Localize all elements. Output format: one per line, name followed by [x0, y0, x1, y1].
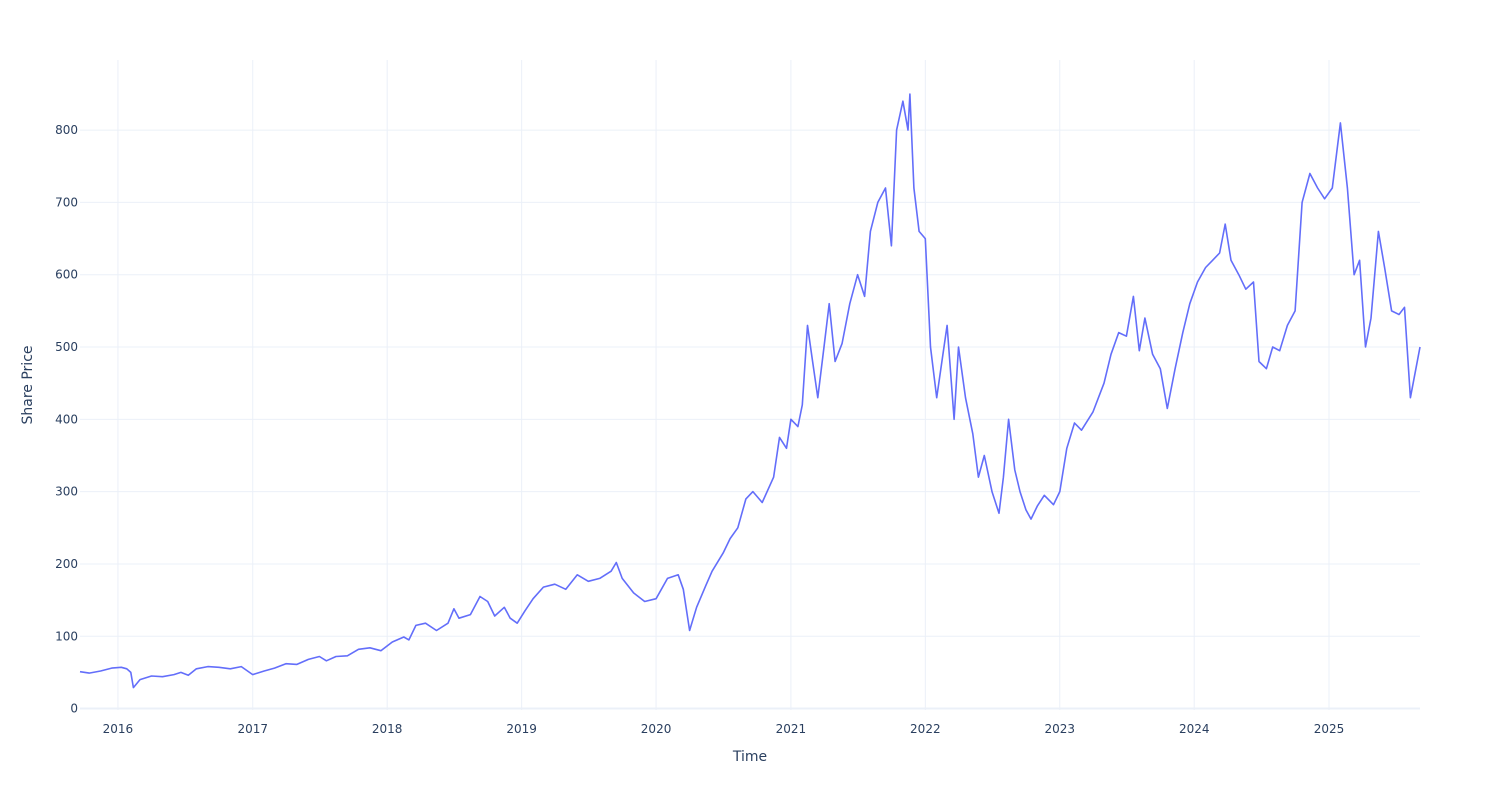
gridlines: [80, 60, 1420, 710]
x-tick-label: 2017: [237, 722, 268, 736]
y-tick-label: 100: [55, 629, 78, 643]
x-tick-label: 2025: [1314, 722, 1345, 736]
y-axis-ticks: 0 100 200 300 400 500 600 700 800: [55, 123, 78, 715]
price-line: [79, 93, 1421, 689]
y-tick-label: 300: [55, 485, 78, 499]
y-tick-label: 600: [55, 268, 78, 282]
x-tick-label: 2021: [776, 722, 807, 736]
y-tick-label: 500: [55, 340, 78, 354]
y-axis-title: Share Price: [20, 345, 36, 424]
x-axis-title: Time: [732, 749, 767, 765]
x-tick-label: 2019: [506, 722, 537, 736]
price-series: [79, 93, 1421, 689]
y-tick-label: 400: [55, 412, 78, 426]
y-tick-label: 700: [55, 195, 78, 209]
x-tick-label: 2023: [1044, 722, 1075, 736]
x-tick-label: 2022: [910, 722, 941, 736]
y-tick-label: 800: [55, 123, 78, 137]
x-axis-ticks: 2016 2017 2018 2019 2020 2021 2022 2023 2024 2025: [103, 722, 1345, 736]
x-tick-label: 2024: [1179, 722, 1210, 736]
y-tick-label: 200: [55, 557, 78, 571]
x-tick-label: 2016: [103, 722, 134, 736]
x-tick-label: 2020: [641, 722, 672, 736]
y-tick-label: 0: [70, 702, 78, 716]
x-tick-label: 2018: [372, 722, 403, 736]
